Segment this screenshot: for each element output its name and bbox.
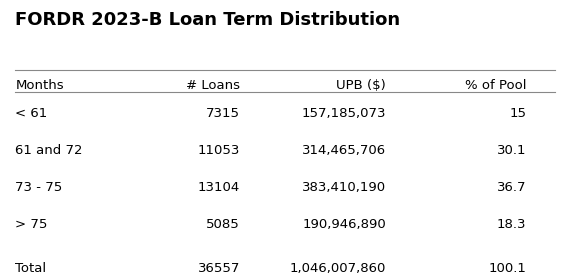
Text: 36557: 36557 <box>198 262 240 275</box>
Text: 7315: 7315 <box>206 107 240 120</box>
Text: 157,185,073: 157,185,073 <box>302 107 386 120</box>
Text: 73 - 75: 73 - 75 <box>15 181 63 194</box>
Text: 314,465,706: 314,465,706 <box>302 144 386 157</box>
Text: 13104: 13104 <box>198 181 240 194</box>
Text: 61 and 72: 61 and 72 <box>15 144 83 157</box>
Text: Total: Total <box>15 262 47 275</box>
Text: 30.1: 30.1 <box>497 144 527 157</box>
Text: 11053: 11053 <box>198 144 240 157</box>
Text: 36.7: 36.7 <box>497 181 527 194</box>
Text: % of Pool: % of Pool <box>465 79 527 92</box>
Text: 15: 15 <box>510 107 527 120</box>
Text: UPB ($): UPB ($) <box>336 79 386 92</box>
Text: Months: Months <box>15 79 64 92</box>
Text: 190,946,890: 190,946,890 <box>302 218 386 231</box>
Text: 1,046,007,860: 1,046,007,860 <box>290 262 386 275</box>
Text: FORDR 2023-B Loan Term Distribution: FORDR 2023-B Loan Term Distribution <box>15 11 401 29</box>
Text: > 75: > 75 <box>15 218 48 231</box>
Text: 18.3: 18.3 <box>497 218 527 231</box>
Text: 5085: 5085 <box>206 218 240 231</box>
Text: # Loans: # Loans <box>186 79 240 92</box>
Text: 100.1: 100.1 <box>488 262 527 275</box>
Text: 383,410,190: 383,410,190 <box>302 181 386 194</box>
Text: < 61: < 61 <box>15 107 48 120</box>
